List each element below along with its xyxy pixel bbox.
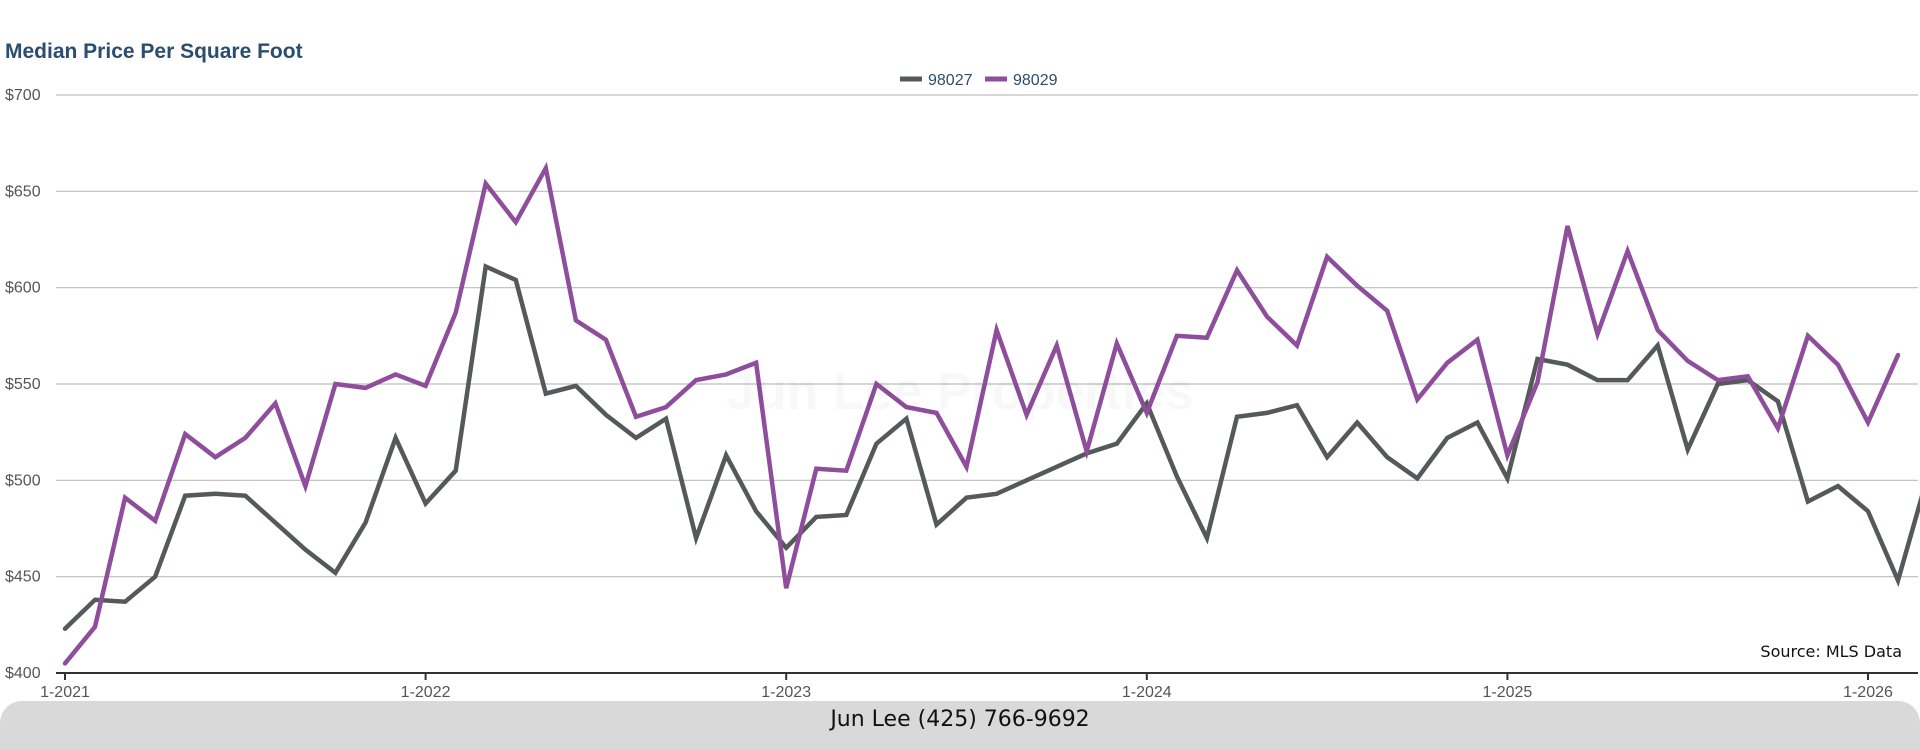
x-tick-label: 1-2023 [761, 684, 811, 701]
x-tick-label: 1-2022 [401, 684, 451, 701]
chart-title: Median Price Per Square Foot [5, 40, 303, 63]
y-tick-label: $550 [5, 376, 41, 393]
x-tick-label: 1-2024 [1122, 684, 1172, 701]
footer-bar [0, 701, 1920, 750]
y-tick-label: $500 [5, 472, 41, 489]
x-axis: 1-2021 1-2022 1-2023 1-2024 1-2025 1-2026 [40, 672, 1918, 701]
watermark-text: Jun Lee Properties [700, 362, 1220, 422]
series-line-98027 [62, 263, 1920, 631]
footer-contact: Jun Lee (425) 766-9692 [830, 707, 1090, 732]
y-tick-label: $400 [5, 665, 41, 682]
series-line-98029 [62, 161, 1901, 666]
y-tick-label: $650 [5, 183, 41, 200]
legend-label: 98027 [928, 72, 973, 89]
x-tick-label: 1-2021 [40, 684, 90, 701]
gridlines [56, 94, 1918, 578]
x-tick-label: 1-2025 [1482, 684, 1532, 701]
y-tick-label: $450 [5, 569, 41, 586]
legend-item-98027[interactable]: 98027 [900, 72, 973, 89]
y-axis-labels: $400 $450 $500 $550 $600 $650 $700 [5, 87, 41, 682]
y-tick-label: $700 [5, 87, 41, 104]
legend[interactable]: 98027 98029 [900, 72, 1058, 89]
source-note: Source: MLS Data [1760, 642, 1902, 661]
x-tick-label: 1-2026 [1843, 684, 1893, 701]
legend-label: 98029 [1013, 72, 1058, 89]
legend-item-98029[interactable]: 98029 [985, 72, 1058, 89]
y-tick-label: $600 [5, 280, 41, 297]
series-lines [62, 161, 1920, 666]
